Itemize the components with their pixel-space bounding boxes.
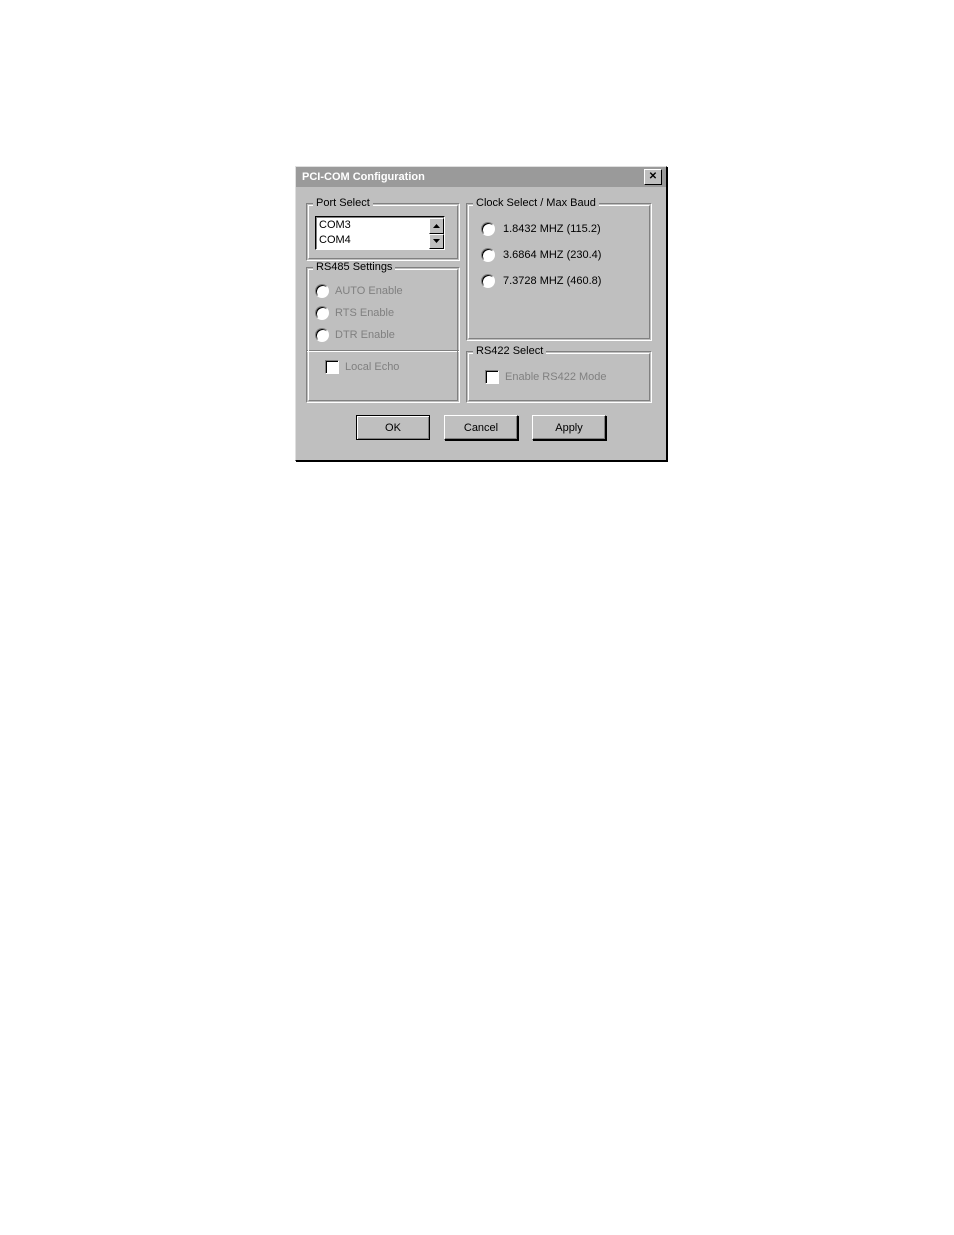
port-listbox-items: COM3 COM4 [316, 217, 429, 249]
client-area: Port Select COM3 COM4 [296, 187, 666, 460]
rts-enable-radio[interactable]: RTS Enable [315, 302, 451, 324]
chevron-up-icon [433, 224, 440, 228]
clock-opt1-label: 1.8432 MHZ (115.2) [503, 223, 601, 235]
checkbox-icon [325, 360, 339, 374]
clock-opt2-radio[interactable]: 3.6864 MHZ (230.4) [475, 242, 643, 268]
scroll-down-button[interactable] [429, 234, 444, 250]
port-select-legend: Port Select [313, 197, 373, 209]
rts-enable-label: RTS Enable [335, 307, 394, 319]
enable-rs422-label: Enable RS422 Mode [505, 371, 607, 383]
port-listbox[interactable]: COM3 COM4 [315, 216, 445, 250]
dtr-enable-radio[interactable]: DTR Enable [315, 324, 451, 346]
separator [307, 350, 459, 352]
cancel-button[interactable]: Cancel [444, 415, 518, 440]
rs485-legend: RS485 Settings [313, 261, 395, 273]
rs485-settings-group: RS485 Settings AUTO Enable RTS Enable DT… [306, 267, 460, 403]
chevron-down-icon [433, 239, 440, 243]
enable-rs422-checkbox[interactable]: Enable RS422 Mode [475, 366, 643, 388]
radio-icon [315, 284, 329, 298]
titlebar: PCI-COM Configuration ✕ [296, 167, 666, 187]
radio-icon [315, 328, 329, 342]
auto-enable-radio[interactable]: AUTO Enable [315, 280, 451, 302]
port-select-group: Port Select COM3 COM4 [306, 203, 460, 261]
left-column: Port Select COM3 COM4 [306, 197, 460, 403]
radio-icon [481, 274, 495, 288]
listbox-scrollbar [429, 217, 444, 249]
rs422-legend: RS422 Select [473, 345, 546, 357]
apply-label: Apply [555, 422, 583, 434]
list-item[interactable]: COM4 [319, 233, 427, 248]
list-item[interactable]: COM3 [319, 218, 427, 233]
radio-icon [481, 248, 495, 262]
right-column: Clock Select / Max Baud 1.8432 MHZ (115.… [466, 197, 652, 403]
auto-enable-label: AUTO Enable [335, 285, 403, 297]
ok-label: OK [385, 422, 401, 434]
close-icon: ✕ [649, 172, 657, 182]
clock-opt3-label: 7.3728 MHZ (460.8) [503, 275, 601, 287]
window-title: PCI-COM Configuration [302, 171, 425, 183]
checkbox-icon [485, 370, 499, 384]
radio-icon [481, 222, 495, 236]
scroll-up-button[interactable] [429, 218, 444, 234]
clock-select-group: Clock Select / Max Baud 1.8432 MHZ (115.… [466, 203, 652, 341]
ok-button[interactable]: OK [356, 415, 430, 440]
close-button[interactable]: ✕ [644, 169, 662, 185]
clock-opt3-radio[interactable]: 7.3728 MHZ (460.8) [475, 268, 643, 294]
local-echo-checkbox[interactable]: Local Echo [315, 356, 451, 378]
radio-icon [315, 306, 329, 320]
button-row: OK Cancel Apply [306, 403, 656, 450]
cancel-label: Cancel [464, 422, 498, 434]
pci-com-config-dialog: PCI-COM Configuration ✕ Port Select COM3… [295, 166, 667, 461]
local-echo-label: Local Echo [345, 361, 399, 373]
clock-select-legend: Clock Select / Max Baud [473, 197, 599, 209]
rs422-select-group: RS422 Select Enable RS422 Mode [466, 351, 652, 403]
clock-opt2-label: 3.6864 MHZ (230.4) [503, 249, 601, 261]
dtr-enable-label: DTR Enable [335, 329, 395, 341]
clock-opt1-radio[interactable]: 1.8432 MHZ (115.2) [475, 216, 643, 242]
apply-button[interactable]: Apply [532, 415, 606, 440]
